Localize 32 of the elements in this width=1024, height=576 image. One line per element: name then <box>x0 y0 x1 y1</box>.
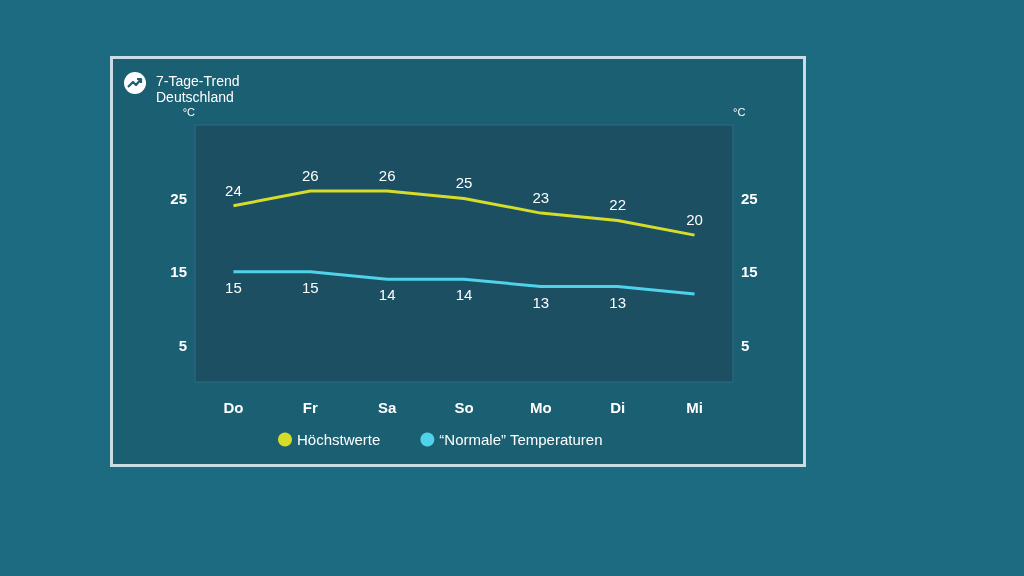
data-label: 25 <box>455 174 473 192</box>
y-axis-title: °C <box>182 105 196 118</box>
x-tick-label: Do <box>223 399 244 416</box>
data-label: 26 <box>378 167 396 185</box>
data-label: 26 <box>301 167 319 185</box>
y2-axis-title: °C <box>733 105 746 118</box>
y-tick-label: 15 <box>170 263 187 281</box>
legend-label: “Normale” Temperaturen <box>439 431 603 448</box>
legend-label: Höchstwerte <box>297 431 381 448</box>
data-label: 22 <box>609 196 627 214</box>
data-label: 13 <box>609 293 627 311</box>
data-label: 14 <box>378 286 396 304</box>
x-tick-label: Fr <box>302 399 318 416</box>
y2-tick-label: 15 <box>741 263 758 281</box>
x-tick-label: Di <box>610 399 626 416</box>
data-label: 15 <box>225 278 242 296</box>
data-label: 15 <box>301 278 319 296</box>
x-tick-label: Mo <box>530 399 552 416</box>
x-tick-label: Mi <box>686 399 703 416</box>
y2-tick-label: 5 <box>741 336 750 354</box>
data-label: 20 <box>686 211 703 229</box>
x-tick-label: So <box>454 399 474 416</box>
x-tick-label: Sa <box>377 399 397 416</box>
y2-tick-label: 25 <box>741 189 758 207</box>
data-label: 14 <box>455 286 473 304</box>
data-label: 23 <box>532 189 550 207</box>
data-label: 24 <box>225 181 242 199</box>
chart-title: 7-Tage-Trend <box>156 73 240 89</box>
y-tick-label: 25 <box>170 189 187 207</box>
y-tick-label: 5 <box>178 336 187 354</box>
data-label: 13 <box>532 293 550 311</box>
chart-subtitle: Deutschland <box>156 89 234 105</box>
